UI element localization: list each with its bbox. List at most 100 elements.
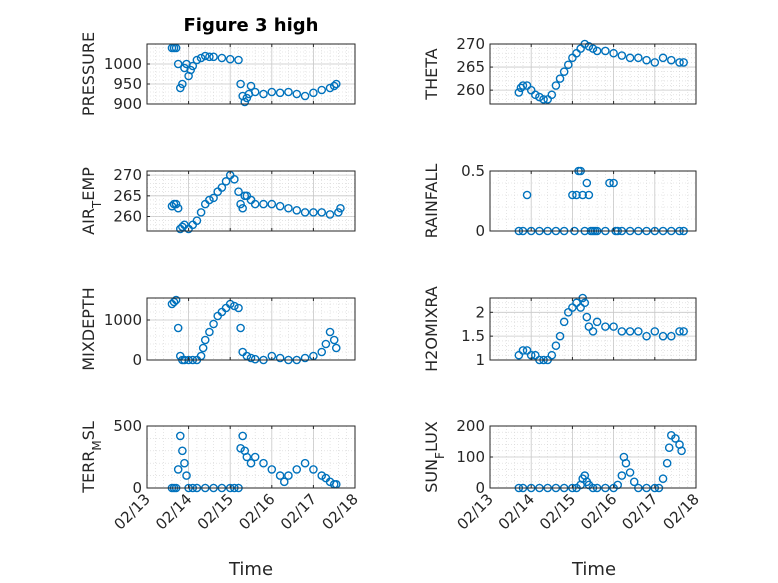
data-point <box>217 53 227 63</box>
data-point <box>582 312 592 322</box>
data-point <box>563 60 573 70</box>
data-point <box>300 353 310 363</box>
data-point <box>205 52 214 62</box>
data-point <box>171 295 181 305</box>
data-point <box>629 477 639 487</box>
y-tick-label: 0 <box>132 351 142 369</box>
data-point <box>671 434 680 443</box>
data-point <box>221 177 231 186</box>
y-tick-label: 0 <box>475 222 485 240</box>
x-axis-label-right: Time <box>571 559 616 580</box>
data-point <box>518 346 528 355</box>
data-point <box>259 458 268 468</box>
data-point <box>267 87 277 97</box>
data-point <box>238 203 247 213</box>
axes-box <box>489 43 697 105</box>
y-axis-label: H2OMIXRA <box>422 286 441 372</box>
y-tick-label: 200 <box>456 417 485 435</box>
data-point <box>196 53 206 63</box>
subplot-2: 260 265 270 THETA <box>422 35 697 105</box>
data-point <box>568 190 577 200</box>
y-tick-label: 1.5 <box>461 327 485 345</box>
data-point <box>292 89 302 99</box>
data-point <box>259 89 268 99</box>
data-point <box>551 341 561 350</box>
data-point <box>284 87 293 97</box>
data-point <box>250 452 260 462</box>
data-point <box>650 327 660 336</box>
data-point <box>658 474 668 484</box>
data-point <box>175 431 185 441</box>
data-point <box>609 48 618 58</box>
y-axis-label: RAINFALL <box>422 164 441 239</box>
data-point <box>209 193 218 203</box>
data-point <box>666 55 676 65</box>
axes-box <box>489 170 697 232</box>
axes-box <box>489 297 697 361</box>
data-point <box>309 88 318 98</box>
data-point <box>259 199 268 209</box>
data-point <box>555 331 565 341</box>
data-point <box>662 458 672 468</box>
data-point <box>225 54 235 64</box>
data-point <box>275 88 285 98</box>
data-point <box>300 208 310 217</box>
data-point <box>192 55 202 65</box>
y-tick-label: 270 <box>456 35 485 53</box>
y-tick-label: 0.5 <box>461 162 485 180</box>
axes-box <box>146 425 356 489</box>
y-tick-label: 0 <box>132 479 142 497</box>
data-point <box>580 298 590 308</box>
subplot-8: 010020002/1302/1402/1502/1602/1702/18SUN… <box>422 417 703 533</box>
axes-box <box>146 170 356 232</box>
data-point <box>518 81 528 90</box>
data-point <box>601 46 610 56</box>
axes-background <box>147 44 355 104</box>
y-axis-label: AIRTEMP <box>79 167 104 235</box>
data-point <box>658 53 668 63</box>
data-point <box>292 206 302 215</box>
data-point <box>551 81 561 90</box>
data-point <box>679 58 688 67</box>
axes-background <box>490 298 696 360</box>
data-point <box>209 52 218 62</box>
data-point <box>321 339 331 349</box>
data-point <box>514 88 524 97</box>
data-point <box>588 327 598 336</box>
y-tick-label: 260 <box>456 81 485 99</box>
data-point <box>236 323 245 333</box>
data-point <box>234 187 243 196</box>
y-tick-label: 260 <box>113 208 142 226</box>
data-point <box>209 319 218 329</box>
subplot-1: 900 950 1000 PRESSURE <box>79 32 356 116</box>
data-point <box>284 471 293 480</box>
data-point <box>666 331 676 341</box>
y-tick-label: 1000 <box>104 55 142 73</box>
data-point <box>555 74 565 83</box>
data-point <box>675 327 684 336</box>
data-point <box>617 471 627 480</box>
data-point <box>178 79 187 89</box>
data-point <box>535 92 544 102</box>
data-point <box>188 61 198 71</box>
data-point <box>182 471 191 480</box>
data-point <box>230 301 239 311</box>
subplot-7: 050002/1302/1402/1502/1602/1702/18TERRMS… <box>79 417 362 533</box>
data-point <box>642 331 651 341</box>
data-point <box>317 471 327 480</box>
axes-background <box>490 171 696 231</box>
data-point <box>578 190 588 200</box>
data-point <box>625 53 635 63</box>
data-point <box>592 317 602 327</box>
data-point <box>284 203 293 213</box>
data-point <box>331 343 341 353</box>
data-point <box>634 53 643 63</box>
data-point <box>246 353 256 363</box>
data-point <box>292 465 302 474</box>
data-point <box>559 67 569 76</box>
x-axis-label-left: Time <box>228 559 273 580</box>
data-point <box>329 335 339 345</box>
data-point <box>329 81 339 91</box>
data-point <box>325 327 335 337</box>
